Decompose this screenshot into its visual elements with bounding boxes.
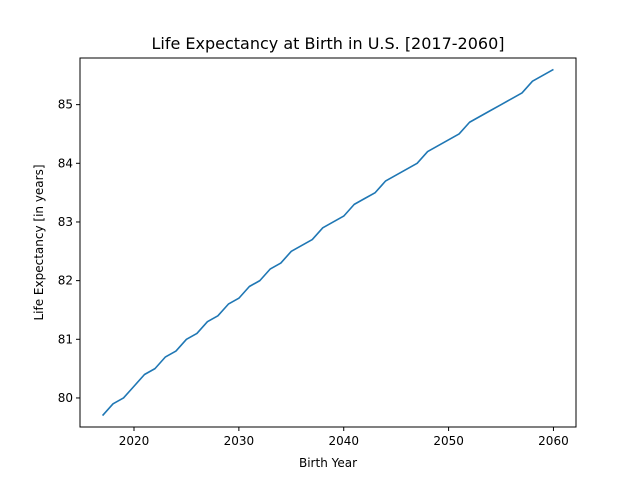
x-tick-label: 2030	[224, 434, 255, 448]
x-axis-label: Birth Year	[299, 456, 357, 470]
y-axis-label: Life Expectancy [in years]	[32, 164, 46, 320]
series-layer	[101, 68, 554, 417]
y-tick-label: 80	[58, 391, 73, 405]
x-tick-label: 2040	[328, 434, 359, 448]
chart-title: Life Expectancy at Birth in U.S. [2017-2…	[151, 34, 504, 53]
plot-area-frame	[79, 57, 577, 428]
y-tick-label: 85	[58, 98, 73, 112]
x-tick-label: 2060	[538, 434, 569, 448]
series-line-0	[101, 68, 554, 417]
x-tick-label: 2020	[119, 434, 150, 448]
y-tick-label: 83	[58, 215, 73, 229]
y-tick-label: 84	[58, 156, 73, 170]
y-axis-ticks: 80 81 82 83 84 85	[58, 98, 80, 405]
x-axis-ticks: 2020 2030 2040 2050 2060	[119, 427, 569, 448]
x-tick-label: 2050	[433, 434, 464, 448]
y-tick-label: 81	[58, 332, 73, 346]
y-tick-label: 82	[58, 274, 73, 288]
